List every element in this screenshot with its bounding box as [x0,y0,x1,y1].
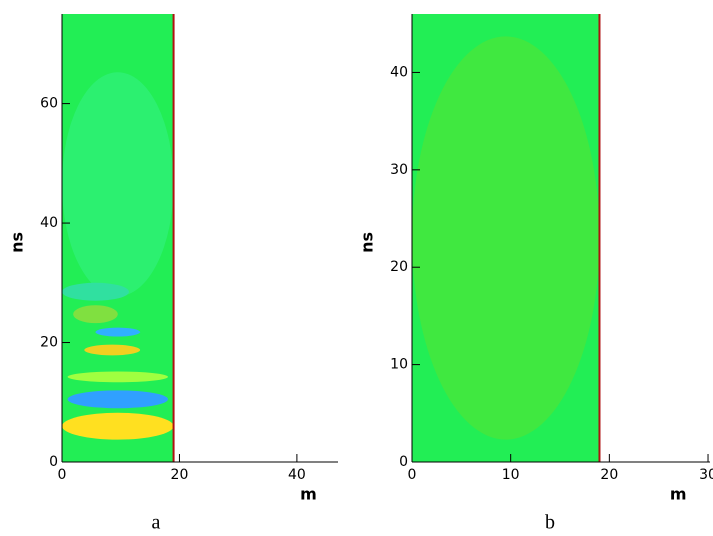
y-tick-label: 30 [390,162,408,178]
y-axis-label: ns [8,232,27,253]
caption: a [152,512,161,534]
x-tick-label: 30 [699,467,713,483]
contour-region [62,412,174,440]
contour-region [67,390,168,409]
x-tick-label: 10 [502,467,520,483]
y-tick-label: 40 [390,64,408,80]
y-tick-label: 0 [399,454,408,470]
y-tick-label: 0 [49,454,58,470]
y-tick-label: 10 [390,357,408,373]
field [62,14,174,462]
x-tick-label: 20 [600,467,618,483]
caption: b [545,512,555,534]
x-axis-label: m [670,485,687,504]
contour-region [95,327,141,337]
y-axis-label: ns [358,232,377,253]
x-tick-label: 0 [408,467,417,483]
x-axis-label: m [300,485,317,504]
contour-region [62,282,129,301]
field [412,14,600,462]
y-tick-label: 40 [40,215,58,231]
y-tick-label: 60 [40,96,58,112]
contour-region [62,72,174,297]
contour-region [73,305,118,324]
x-tick-label: 0 [58,467,67,483]
x-tick-label: 40 [288,467,306,483]
contour-region [84,344,141,356]
contour-region [412,36,600,440]
contour-region [67,371,168,383]
x-tick-label: 20 [171,467,189,483]
y-tick-label: 20 [390,259,408,275]
y-tick-label: 20 [40,335,58,351]
